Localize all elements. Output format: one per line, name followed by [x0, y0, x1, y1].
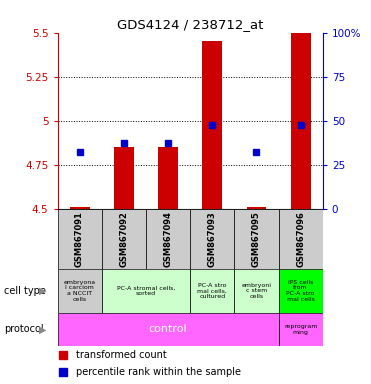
Text: percentile rank within the sample: percentile rank within the sample: [76, 366, 241, 377]
Text: ▶: ▶: [39, 286, 46, 296]
Text: GSM867092: GSM867092: [119, 211, 128, 267]
Text: protocol: protocol: [4, 324, 43, 334]
Bar: [158, 147, 178, 209]
Bar: [234, 269, 279, 313]
Bar: [102, 209, 146, 269]
Bar: [102, 269, 190, 313]
Bar: [279, 269, 323, 313]
Text: PC-A stromal cells,
sorted: PC-A stromal cells, sorted: [117, 285, 175, 296]
Text: transformed count: transformed count: [76, 350, 167, 360]
Bar: [146, 209, 190, 269]
Bar: [234, 209, 279, 269]
Text: ▶: ▶: [39, 324, 46, 334]
Bar: [202, 41, 222, 209]
Text: GSM867095: GSM867095: [252, 211, 261, 267]
Bar: [246, 207, 266, 209]
Bar: [279, 313, 323, 346]
Bar: [70, 207, 89, 209]
Text: GSM867093: GSM867093: [208, 211, 217, 267]
Text: GSM867094: GSM867094: [164, 211, 173, 267]
Bar: [190, 209, 234, 269]
Bar: [291, 33, 311, 209]
Text: GSM867091: GSM867091: [75, 211, 84, 267]
Bar: [279, 209, 323, 269]
Text: embryoni
c stem
cells: embryoni c stem cells: [242, 283, 272, 299]
Text: embryona
l carciom
a NCCIT
cells: embryona l carciom a NCCIT cells: [63, 280, 96, 302]
Text: control: control: [149, 324, 187, 334]
Text: PC-A stro
mal cells,
cultured: PC-A stro mal cells, cultured: [197, 283, 227, 299]
Bar: [114, 147, 134, 209]
Bar: [58, 269, 102, 313]
Text: GSM867096: GSM867096: [296, 211, 305, 267]
Text: reprogram
ming: reprogram ming: [284, 324, 317, 335]
Title: GDS4124 / 238712_at: GDS4124 / 238712_at: [117, 18, 263, 31]
Bar: [190, 269, 234, 313]
Bar: [58, 209, 102, 269]
Bar: [58, 313, 279, 346]
Text: cell type: cell type: [4, 286, 46, 296]
Text: iPS cells
from
PC-A stro
mal cells: iPS cells from PC-A stro mal cells: [286, 280, 315, 302]
